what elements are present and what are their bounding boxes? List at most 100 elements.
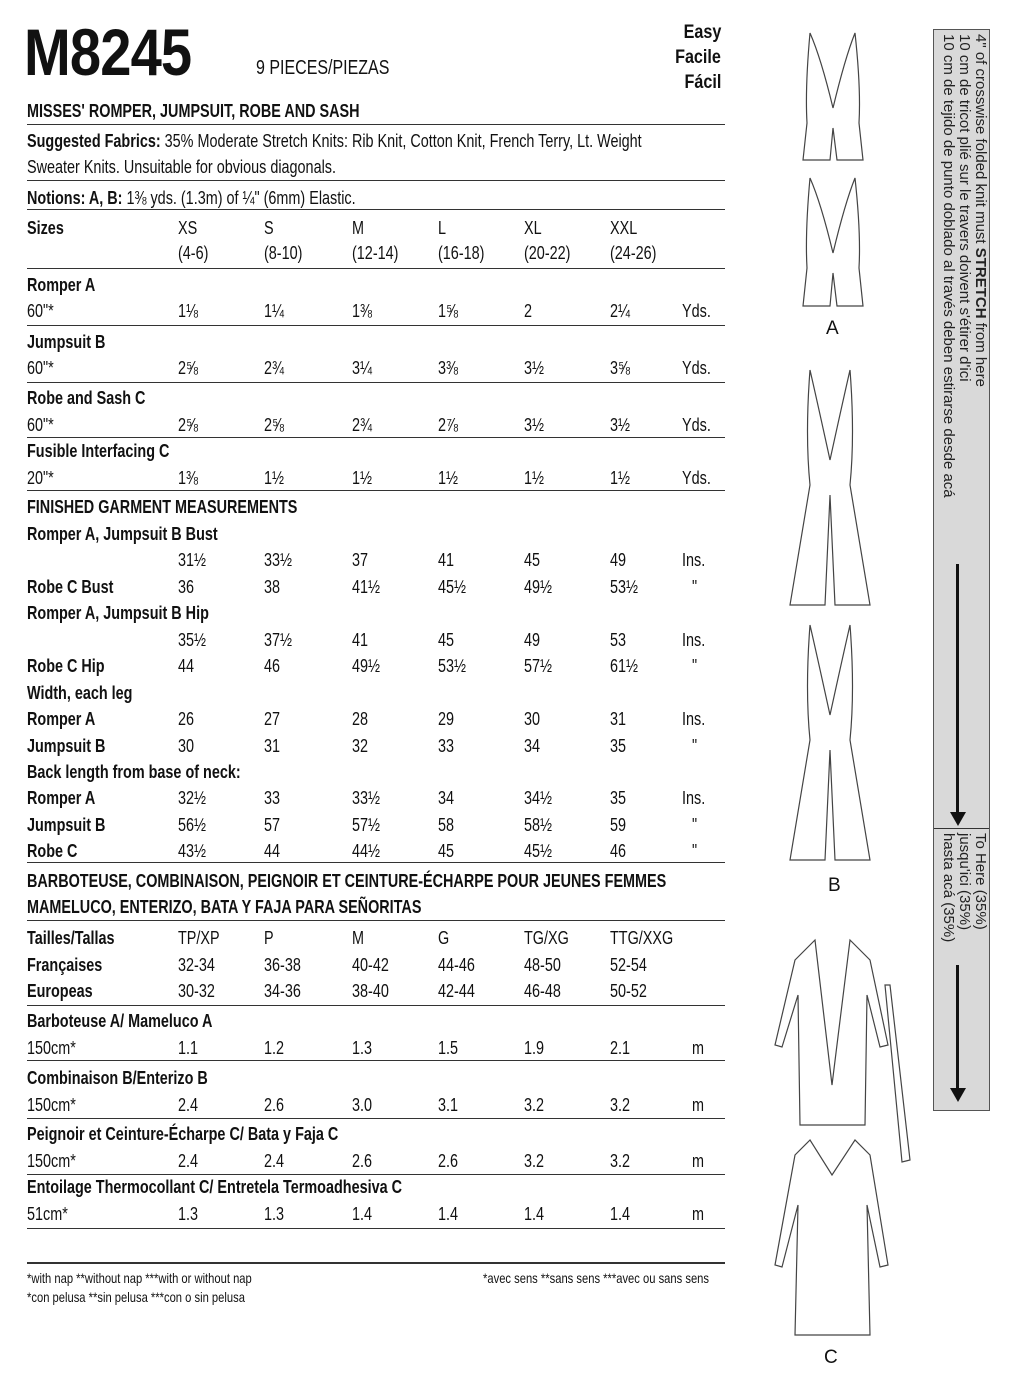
view-c-label: C (824, 1347, 838, 1368)
cell-value: 2⅞ (438, 415, 459, 435)
cell-value: 59 (610, 815, 627, 835)
cell-value: M (352, 928, 364, 948)
cell-value: 1¼ (264, 301, 285, 321)
row-label: Back length from base of neck: (27, 762, 241, 782)
cell-value: 1.2 (264, 1038, 285, 1058)
cell-value: 3½ (524, 415, 545, 435)
cell-value: 3.0 (352, 1095, 373, 1115)
cell-value: TP/XP (178, 928, 220, 948)
cell-value: 44½ (352, 841, 381, 861)
cell-value: 1.4 (524, 1204, 545, 1224)
cell-value: 2.6 (264, 1095, 285, 1115)
cell-value: 34 (438, 788, 455, 808)
romper-a-sketches (802, 32, 864, 307)
cell-value: 53½ (438, 656, 467, 676)
cell-value: 45 (438, 841, 455, 861)
level-fr: Facile (675, 47, 721, 68)
cell-value: 45½ (438, 577, 467, 597)
unit-label: m (692, 1038, 704, 1058)
stretch-gauge: 4" of crosswise folded knit must STRETCH… (933, 29, 990, 1111)
cell-value: 37 (352, 550, 369, 570)
row-label: Françaises (27, 955, 103, 975)
cell-value: 2⅝ (178, 415, 199, 435)
cell-value: 43½ (178, 841, 207, 861)
cell-value: 1½ (264, 468, 285, 488)
cell-value: 27 (264, 709, 281, 729)
cell-value: 2.6 (352, 1151, 373, 1171)
cell-value: 2⅝ (178, 358, 199, 378)
cell-value: (16-18) (438, 243, 485, 263)
cell-value: 1.5 (438, 1038, 459, 1058)
arrow-down-icon (956, 564, 959, 814)
row-label: Robe C Hip (27, 656, 105, 676)
unit-label: Ins. (682, 709, 706, 729)
cell-value: 28 (352, 709, 369, 729)
cell-value: 2.4 (178, 1151, 199, 1171)
cell-value: 2¾ (264, 358, 285, 378)
row-label: MAMELUCO, ENTERIZO, BATA Y FAJA PARA SEÑ… (27, 897, 422, 917)
footnote-en: *with nap **without nap ***with or witho… (27, 1270, 252, 1286)
cell-value: 33 (438, 736, 455, 756)
divider (27, 124, 725, 125)
cell-value: 41 (438, 550, 455, 570)
cell-value: 34 (524, 736, 541, 756)
cell-value: 26 (178, 709, 195, 729)
cell-value: 1.1 (178, 1038, 199, 1058)
cell-value: 1½ (524, 468, 545, 488)
row-label: Barboteuse A/ Mameluco A (27, 1011, 213, 1031)
cell-value: 33½ (352, 788, 381, 808)
row-label: Robe C (27, 841, 78, 861)
divider (27, 490, 725, 491)
unit-label: Yds. (682, 468, 711, 488)
cell-value: 35½ (178, 630, 207, 650)
cell-value: 2.4 (178, 1095, 199, 1115)
divider (27, 325, 725, 326)
cell-value: (12-14) (352, 243, 399, 263)
cell-value: (24-26) (610, 243, 657, 263)
notions-label: Notions: A, B: (27, 188, 123, 208)
cell-value: 3.2 (610, 1151, 631, 1171)
divider (27, 1005, 725, 1006)
cell-value: XS (178, 218, 198, 238)
cell-value: 31 (610, 709, 627, 729)
cell-value: 35 (610, 788, 627, 808)
unit-label: Yds. (682, 301, 711, 321)
row-label: BARBOTEUSE, COMBINAISON, PEIGNOIR ET CEI… (27, 871, 667, 891)
cell-value: 53½ (610, 577, 639, 597)
gauge-text-es: 10 cm de tejido de punto doblado al trav… (940, 34, 957, 498)
cell-value: (20-22) (524, 243, 571, 263)
cell-value: 42-44 (438, 981, 475, 1001)
cell-value: (4-6) (178, 243, 209, 263)
divider (27, 1228, 725, 1229)
gauge-text-en: 4" of crosswise folded knit must STRETCH… (972, 34, 989, 387)
divider (27, 1060, 725, 1061)
cell-value: 57 (264, 815, 281, 835)
cell-value: 57½ (352, 815, 381, 835)
cell-value: 40-42 (352, 955, 389, 975)
row-label: 60"* (27, 301, 54, 321)
notions: Notions: A, B: 1⅜ yds. (1.3m) of ¼" (6mm… (27, 188, 356, 208)
cell-value: 1½ (438, 468, 459, 488)
cell-value: 3.2 (524, 1151, 545, 1171)
cell-value: 2.1 (610, 1038, 631, 1058)
cell-value: 3.1 (438, 1095, 459, 1115)
arrowhead-icon (950, 812, 966, 826)
cell-value: 32 (352, 736, 369, 756)
divider (27, 437, 725, 438)
cell-value: 2 (524, 301, 533, 321)
cell-value: 45 (438, 630, 455, 650)
cell-value: 49 (524, 630, 541, 650)
cell-value: 34-36 (264, 981, 301, 1001)
row-label: Romper A, Jumpsuit B Hip (27, 603, 209, 623)
row-label: Romper A, Jumpsuit B Bust (27, 524, 218, 544)
cell-value: 1.9 (524, 1038, 545, 1058)
cell-value: 45½ (524, 841, 553, 861)
cell-value: 1⅝ (438, 301, 459, 321)
cell-value: 1⅛ (178, 301, 199, 321)
cell-value: M (352, 218, 364, 238)
row-label: Romper A (27, 275, 96, 295)
row-label: FINISHED GARMENT MEASUREMENTS (27, 497, 298, 517)
view-b-label: B (828, 875, 841, 896)
row-label: Tailles/Tallas (27, 928, 115, 948)
cell-value: 2⅝ (264, 415, 285, 435)
